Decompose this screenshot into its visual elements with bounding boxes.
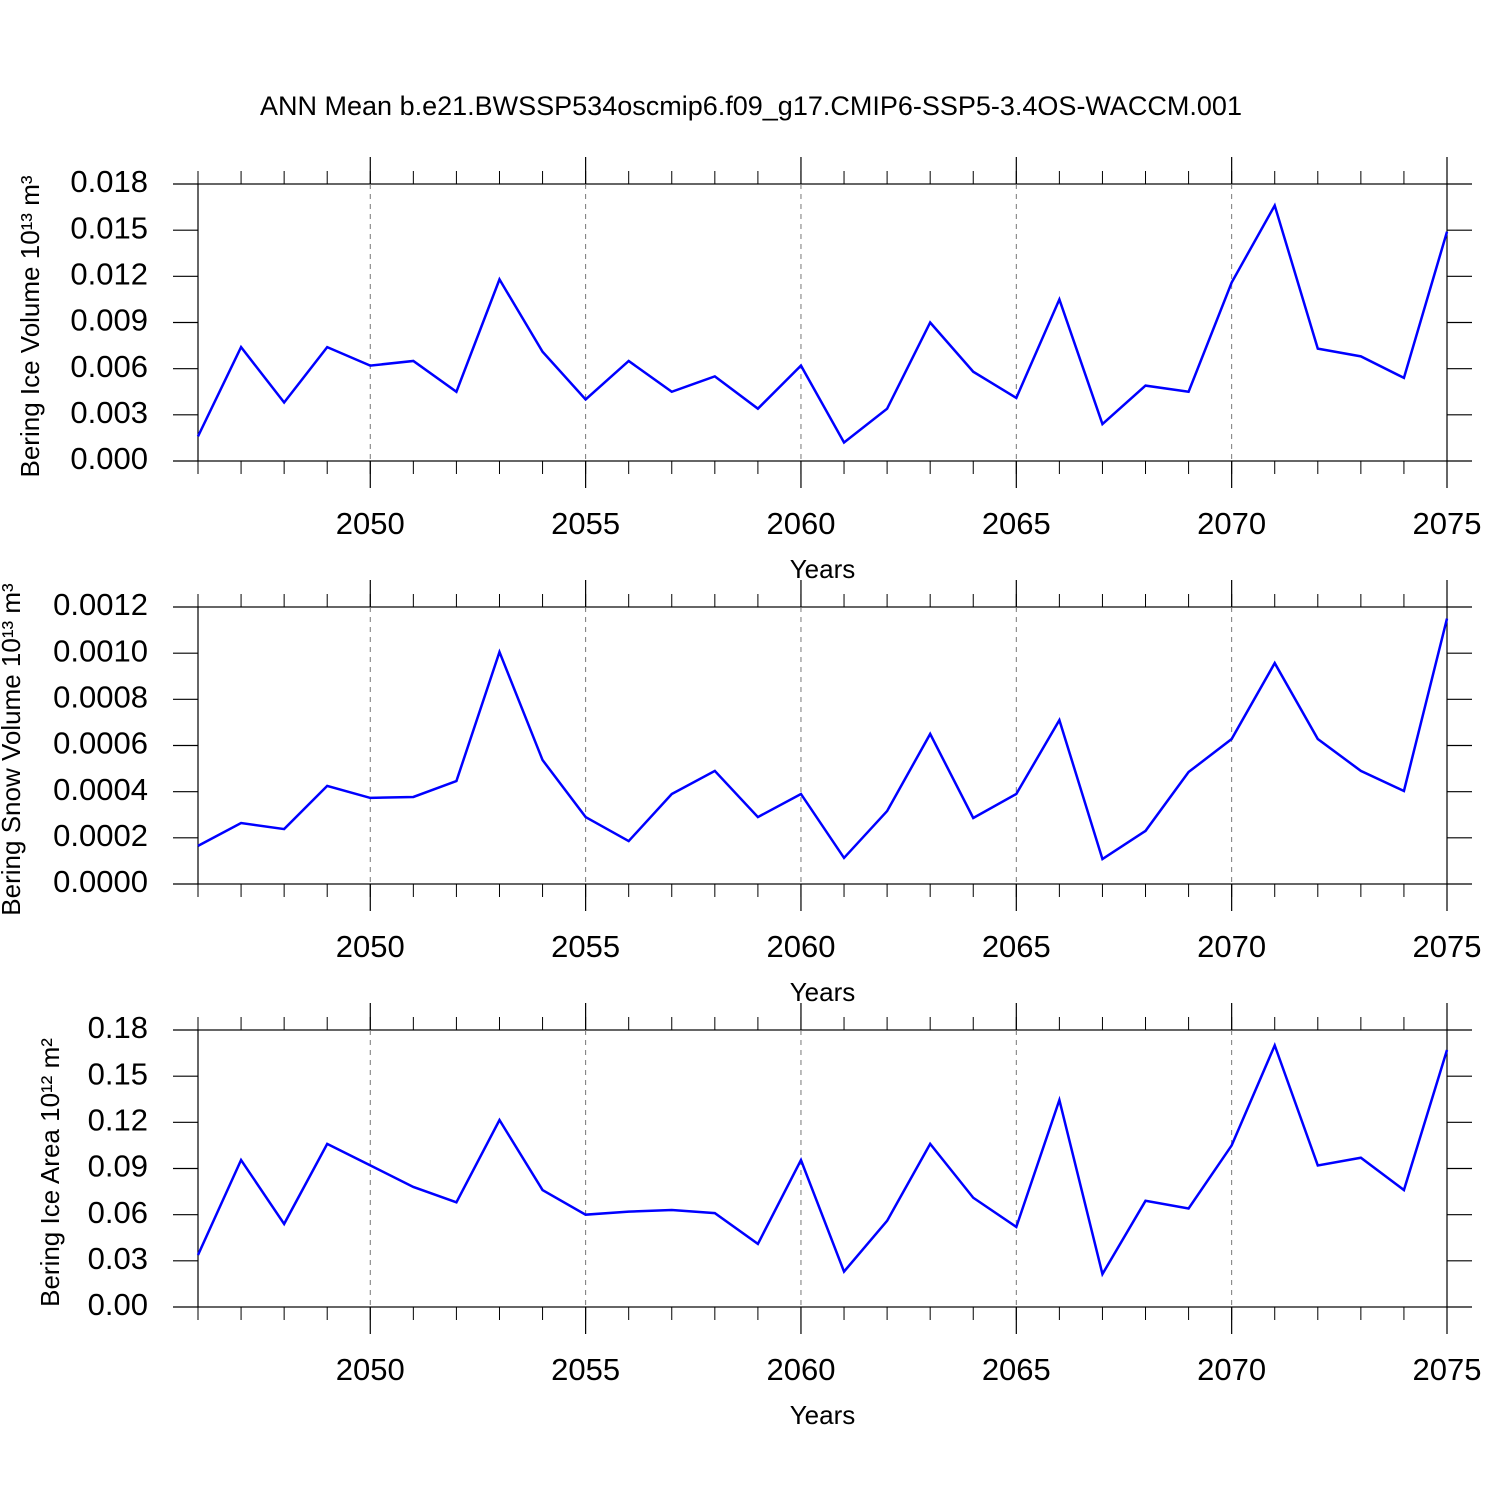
y-tick-label: 0.000 <box>70 441 148 476</box>
x-tick-label: 2065 <box>982 1352 1051 1387</box>
x-tick-label: 2060 <box>766 1352 835 1387</box>
plot-frame <box>197 1029 1448 1308</box>
y-tick-label: 0.15 <box>88 1056 148 1091</box>
y-tick-label: 0.0010 <box>53 633 148 668</box>
x-tick-label: 2060 <box>766 506 835 541</box>
y-tick-label: 0.006 <box>70 349 148 384</box>
x-tick-label: 2070 <box>1197 1352 1266 1387</box>
x-tick-label: 2050 <box>336 929 405 964</box>
y-axis-label: Bering Ice Volume 10¹³ m³ <box>15 175 45 477</box>
y-tick-label: 0.018 <box>70 164 148 199</box>
x-tick-label: 2065 <box>982 929 1051 964</box>
y-tick-label: 0.09 <box>88 1149 148 1184</box>
x-tick-label: 2075 <box>1413 1352 1482 1387</box>
x-tick-label: 2075 <box>1413 506 1482 541</box>
x-tick-label: 2060 <box>766 929 835 964</box>
y-tick-label: 0.0002 <box>53 818 148 853</box>
x-tick-label: 2050 <box>336 506 405 541</box>
y-tick-label: 0.0004 <box>53 772 148 807</box>
y-tick-label: 0.0000 <box>53 864 148 899</box>
y-tick-label: 0.0008 <box>53 680 148 715</box>
x-tick-label: 2055 <box>551 929 620 964</box>
y-tick-label: 0.012 <box>70 257 148 292</box>
x-tick-label: 2055 <box>551 1352 620 1387</box>
y-tick-label: 0.0012 <box>53 587 148 622</box>
x-tick-label: 2055 <box>551 506 620 541</box>
plot-frame <box>197 606 1448 885</box>
x-tick-label: 2065 <box>982 506 1051 541</box>
y-tick-label: 0.015 <box>70 210 148 245</box>
y-tick-label: 0.003 <box>70 395 148 430</box>
y-tick-label: 0.03 <box>88 1241 148 1276</box>
y-axis-label: Bering Ice Area 10¹² m² <box>35 1038 65 1307</box>
x-tick-label: 2070 <box>1197 929 1266 964</box>
data-line <box>197 618 1449 862</box>
x-tick-label: 2050 <box>336 1352 405 1387</box>
plot-frame <box>197 183 1448 462</box>
x-axis-label: Years <box>790 977 856 1007</box>
x-tick-label: 2070 <box>1197 506 1266 541</box>
x-axis-label: Years <box>790 554 856 584</box>
x-tick-label: 2075 <box>1413 929 1482 964</box>
y-axis-label: Bering Snow Volume 10¹³ m³ <box>0 583 26 916</box>
y-tick-label: 0.18 <box>88 1010 148 1045</box>
y-tick-label: 0.00 <box>88 1287 148 1322</box>
data-line <box>196 202 1449 445</box>
y-tick-label: 0.009 <box>70 303 148 338</box>
y-tick-label: 0.12 <box>88 1103 148 1138</box>
figure-title: ANN Mean b.e21.BWSSP534oscmip6.f09_g17.C… <box>260 91 1242 121</box>
y-tick-label: 0.06 <box>88 1195 148 1230</box>
y-tick-label: 0.0006 <box>53 726 148 761</box>
data-line <box>196 1041 1449 1278</box>
x-axis-label: Years <box>790 1400 856 1430</box>
